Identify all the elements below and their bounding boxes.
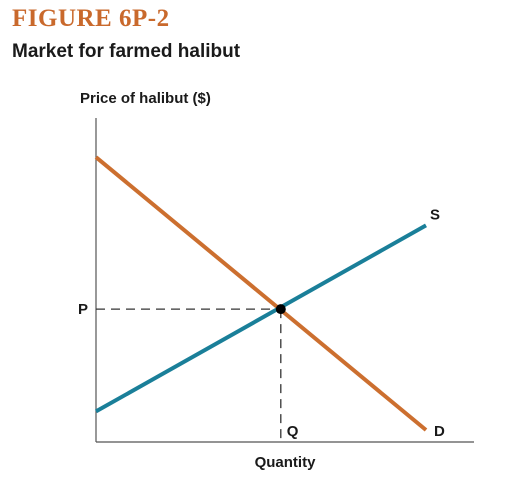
supply-curve bbox=[95, 223, 427, 414]
demand-label: D bbox=[434, 423, 445, 440]
price-label: P bbox=[78, 301, 88, 318]
supply-label: S bbox=[430, 206, 440, 223]
figure-label: FIGURE 6P-2 bbox=[12, 5, 170, 32]
y-axis-label: Price of halibut ($) bbox=[80, 90, 211, 107]
figure-title: Market for farmed halibut bbox=[12, 41, 241, 62]
x-axis-label: Quantity bbox=[255, 454, 316, 471]
demand-curve bbox=[94, 155, 428, 432]
equilibrium-point bbox=[275, 304, 286, 315]
quantity-label: Q bbox=[287, 423, 299, 440]
